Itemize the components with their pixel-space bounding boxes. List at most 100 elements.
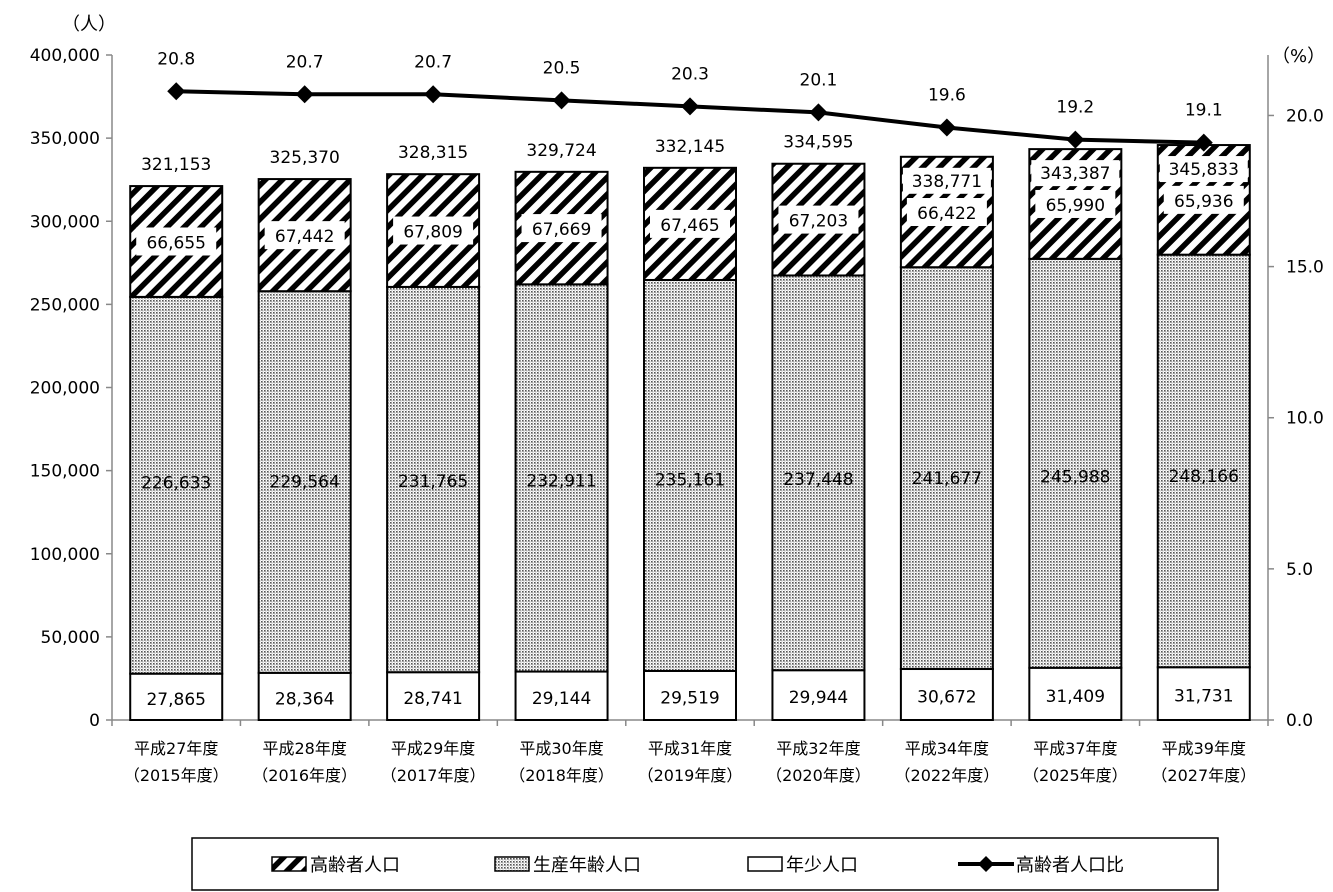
category-sublabel: （2018年度） [509, 766, 614, 785]
category-sublabel: （2016年度） [252, 766, 357, 785]
left-tick-label: 400,000 [30, 46, 100, 66]
bar-value-bg [1035, 189, 1116, 218]
bar-value-label: 27,865 [146, 690, 205, 710]
left-tick-label: 300,000 [30, 212, 100, 232]
stacked-bars [129, 144, 1251, 722]
ratio-value-label: 20.5 [543, 58, 581, 78]
bar-value-bg [1163, 185, 1244, 214]
ratio-line-point [937, 118, 956, 137]
bar-segment [1156, 253, 1251, 669]
bar-segment [643, 278, 737, 672]
bar-value-label: 65,936 [1174, 192, 1233, 212]
bar-value-label: 232,911 [526, 471, 596, 491]
bar-segment [771, 274, 866, 672]
bar-value-label: 65,990 [1046, 196, 1105, 216]
legend-label: 生産年齢人口 [533, 855, 641, 876]
ratio-line-point [681, 97, 699, 116]
ratio-line-point [295, 85, 314, 104]
ratio-value-label: 20.8 [157, 49, 195, 69]
category-label: 平成29年度 [391, 739, 475, 758]
bar-total-label: 329,724 [526, 141, 596, 161]
bar-value-label: 29,144 [532, 689, 591, 709]
bar-value-bg [393, 216, 474, 245]
ratio-line-point [809, 103, 828, 122]
ratio-line-point [552, 91, 571, 110]
bar-value-bg [264, 221, 345, 250]
category-sublabel: （2017年度） [381, 766, 486, 785]
right-tick-label: 20.0 [1286, 106, 1324, 126]
legend-swatch-white [747, 856, 783, 872]
bar-value-label: 245,988 [1040, 468, 1110, 488]
left-tick-label: 150,000 [30, 462, 100, 482]
bar-value-label: 241,677 [912, 469, 982, 489]
right-tick-label: 10.0 [1286, 409, 1324, 429]
ratio-value-label: 20.1 [800, 70, 838, 90]
right-tick-label: 15.0 [1286, 258, 1324, 278]
left-tick-label: 250,000 [30, 295, 100, 315]
category-label: 平成27年度 [134, 739, 218, 758]
bar-value-bg [650, 209, 730, 238]
bar-value-label: 229,564 [270, 473, 340, 493]
category-sublabel: （2015年度） [124, 766, 229, 785]
ratio-line-point [1066, 130, 1085, 149]
ratio-value-label: 19.6 [928, 86, 966, 106]
bar-segment [643, 669, 737, 722]
bar-total-label: 338,771 [912, 172, 982, 192]
ratio-line: 20.8 20.7 20.7 20.5 20.3 20.1 19.6 19.2 19.1 [157, 49, 1223, 152]
bar-value-label: 31,409 [1046, 687, 1105, 707]
bar-value-label: 226,633 [141, 473, 211, 493]
bar-value-label: 235,161 [655, 471, 725, 491]
bar-value-label: 29,519 [660, 688, 719, 708]
ratio-value-label: 19.1 [1185, 101, 1223, 121]
bar-segment [899, 266, 994, 671]
category-sublabel: （2019年度） [638, 766, 743, 785]
bar-segment [257, 290, 352, 674]
legend-swatch-diamond [978, 856, 994, 872]
bar-segment [1028, 257, 1123, 669]
bar-total-label: 345,833 [1169, 160, 1239, 180]
legend-box [191, 837, 1219, 891]
bar-total-label: 325,370 [270, 148, 340, 168]
bar-value-label: 248,166 [1169, 467, 1239, 487]
category-sublabel: （2027年度） [1151, 766, 1256, 785]
bar-value-bg [778, 205, 859, 234]
ratio-line-point [167, 82, 186, 101]
bar-total-label: 328,315 [398, 143, 468, 163]
bar-segment [1156, 666, 1251, 721]
bar-segment [129, 672, 224, 721]
ratio-value-label: 20.3 [671, 64, 709, 84]
legend-swatch-dots [494, 856, 530, 872]
bar-value-label: 67,442 [275, 227, 334, 247]
bar-value-label: 67,669 [532, 220, 591, 240]
left-tick-label: 100,000 [30, 545, 100, 565]
left-tick-label: 0 [89, 711, 100, 731]
bar-value-label: 231,765 [398, 472, 468, 492]
bar-segment [257, 671, 352, 721]
category-label: 平成30年度 [519, 739, 603, 758]
bar-segment [129, 295, 224, 675]
bar-total-bg [902, 167, 991, 194]
category-label: 平成32年度 [776, 739, 860, 758]
left-tick-label: 350,000 [30, 129, 100, 149]
bar-total-label: 343,387 [1040, 164, 1110, 184]
left-axis-unit: （人） [62, 14, 116, 35]
bar-value-label: 31,731 [1174, 687, 1233, 707]
bar-value-label: 66,655 [146, 233, 205, 253]
bar-value-label: 28,741 [403, 689, 462, 709]
bar-value-label: 28,364 [275, 689, 334, 709]
bar-total-label: 332,145 [655, 137, 725, 157]
category-sublabel: （2022年度） [895, 766, 1000, 785]
bar-value-label: 30,672 [917, 688, 976, 708]
legend-swatch-hatch [271, 856, 307, 872]
category-sublabel: （2020年度） [766, 766, 871, 785]
ratio-value-label: 19.2 [1056, 98, 1094, 118]
right-axis-unit: （%） [1272, 46, 1325, 67]
right-tick-label: 0.0 [1286, 711, 1313, 731]
bar-value-label: 29,944 [789, 688, 848, 708]
category-label: 平成31年度 [648, 739, 732, 758]
category-label: 平成34年度 [905, 739, 989, 758]
bar-total-label: 321,153 [141, 155, 211, 175]
bar-value-label: 67,465 [660, 216, 719, 236]
right-tick-label: 5.0 [1286, 560, 1313, 580]
